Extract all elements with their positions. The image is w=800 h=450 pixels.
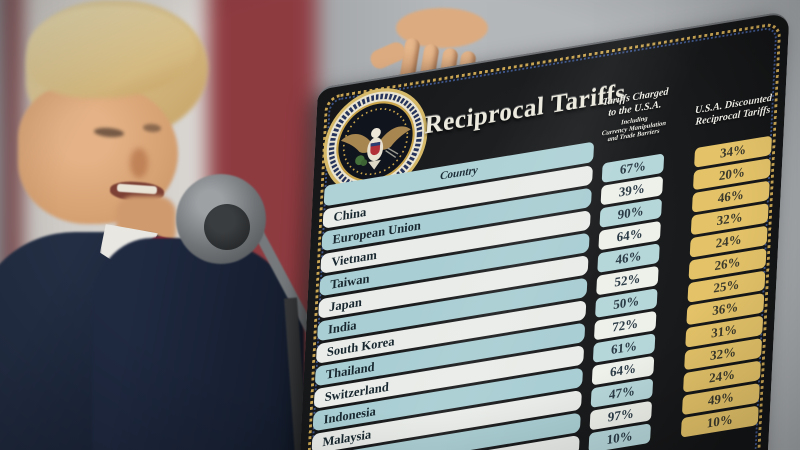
speaker-nose xyxy=(130,148,148,178)
tariff-chart-board: Reciprocal Tariffs Tariffs Charged to th… xyxy=(291,10,790,450)
suit-jacket-right xyxy=(92,238,304,450)
microphone-capsule xyxy=(204,204,250,250)
presidential-seal xyxy=(323,88,428,195)
speaker-hair-front xyxy=(28,6,196,98)
